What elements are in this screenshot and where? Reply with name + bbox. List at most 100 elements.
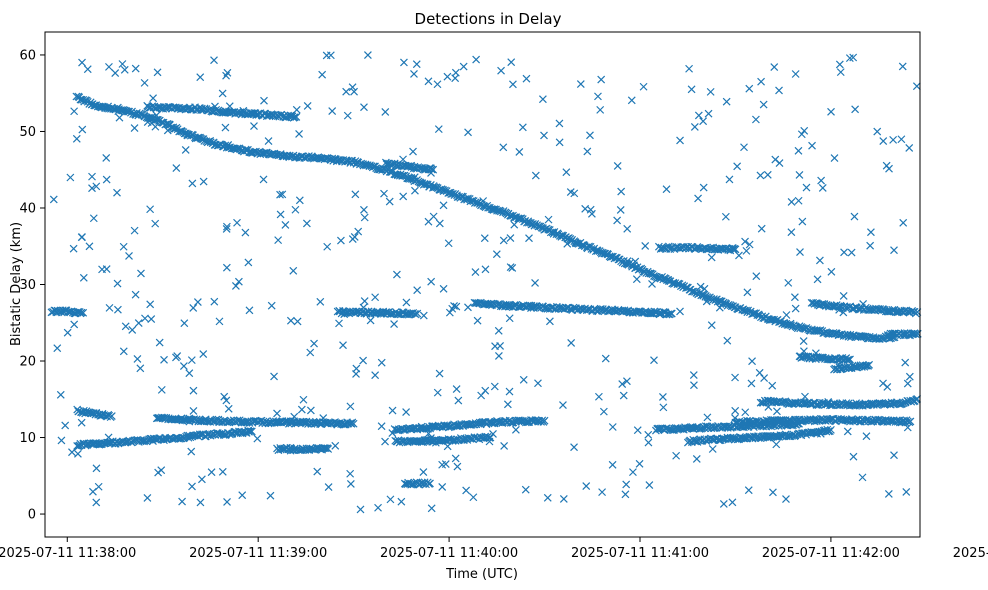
track-point bbox=[140, 436, 149, 445]
track-point bbox=[566, 235, 575, 243]
track-point bbox=[667, 309, 676, 318]
clutter-point bbox=[351, 190, 360, 199]
clutter-point bbox=[239, 106, 248, 115]
clutter-point bbox=[264, 137, 273, 146]
clutter-point bbox=[519, 375, 528, 384]
clutter-point bbox=[623, 224, 632, 233]
track-point bbox=[822, 427, 831, 436]
clutter-point bbox=[559, 495, 568, 503]
clutter-point bbox=[131, 290, 140, 299]
clutter-point bbox=[757, 224, 766, 233]
clutter-point bbox=[629, 468, 637, 477]
clutter-point bbox=[598, 488, 607, 497]
track-point bbox=[824, 427, 833, 436]
clutter-point bbox=[146, 300, 155, 309]
clutter-point bbox=[650, 356, 658, 365]
clutter-point bbox=[366, 316, 375, 325]
clutter-point bbox=[377, 422, 386, 431]
clutter-point bbox=[721, 212, 730, 221]
clutter-point bbox=[313, 467, 322, 476]
clutter-point bbox=[763, 170, 772, 179]
clutter-point bbox=[88, 184, 96, 193]
clutter-point bbox=[725, 175, 734, 184]
track-point bbox=[828, 302, 837, 311]
clutter-point bbox=[830, 154, 839, 162]
clutter-point bbox=[641, 241, 650, 250]
y-tick-label: 0 bbox=[28, 508, 36, 523]
clutter-point bbox=[343, 111, 352, 120]
clutter-point bbox=[250, 122, 258, 131]
clutter-point bbox=[903, 379, 912, 388]
clutter-point bbox=[336, 236, 345, 245]
x-tick-label: 2025-07-11 11:40:00 bbox=[380, 546, 518, 561]
clutter-point bbox=[348, 83, 357, 92]
clutter-point bbox=[850, 212, 859, 221]
clutter-point bbox=[662, 185, 671, 194]
clutter-point bbox=[224, 141, 233, 149]
clutter-point bbox=[472, 55, 481, 64]
clutter-point bbox=[469, 493, 478, 502]
clutter-point bbox=[424, 429, 433, 438]
track-point bbox=[94, 440, 103, 449]
clutter-point bbox=[385, 197, 394, 206]
clutter-point bbox=[694, 111, 703, 120]
chart-title: Detections in Delay bbox=[415, 10, 562, 28]
clutter-point bbox=[851, 105, 860, 114]
clutter-point bbox=[905, 144, 914, 152]
clutter-point bbox=[521, 485, 530, 494]
track-point bbox=[349, 419, 358, 428]
clutter-point bbox=[306, 348, 315, 357]
track-point bbox=[290, 113, 299, 122]
clutter-point bbox=[374, 503, 382, 512]
clutter-point bbox=[197, 475, 206, 484]
clutter-point bbox=[543, 493, 552, 502]
clutter-point bbox=[496, 342, 505, 350]
clutter-point bbox=[352, 370, 360, 378]
clutter-point bbox=[839, 308, 848, 317]
clutter-point bbox=[392, 270, 401, 279]
clutter-point bbox=[555, 119, 564, 128]
clutter-point bbox=[699, 183, 708, 192]
clutter-point bbox=[152, 111, 161, 120]
clutter-point bbox=[211, 102, 219, 111]
track-point bbox=[226, 430, 234, 439]
clutter-point bbox=[207, 468, 216, 477]
clutter-point bbox=[494, 326, 503, 335]
clutter-point bbox=[703, 413, 712, 422]
track-point bbox=[130, 436, 139, 445]
clutter-point bbox=[748, 357, 756, 366]
clutter-point bbox=[587, 209, 596, 218]
clutter-point bbox=[293, 317, 302, 326]
clutter-point bbox=[371, 293, 380, 302]
clutter-point bbox=[827, 107, 835, 116]
clutter-point bbox=[125, 252, 133, 260]
clutter-point bbox=[92, 464, 101, 473]
y-axis: 0 10 20 30 40 50 60 bbox=[19, 48, 45, 523]
clutter-point bbox=[899, 218, 908, 227]
clutter-point bbox=[782, 311, 791, 319]
clutter-point bbox=[360, 213, 369, 222]
clutter-point bbox=[866, 228, 875, 237]
clutter-point bbox=[632, 275, 641, 284]
track-point bbox=[569, 303, 578, 312]
clutter-point bbox=[245, 306, 254, 315]
clutter-point bbox=[772, 440, 781, 449]
clutter-point bbox=[594, 392, 603, 401]
y-tick-label: 20 bbox=[19, 355, 36, 370]
clutter-point bbox=[77, 418, 86, 427]
clutter-point bbox=[120, 65, 129, 74]
clutter-point bbox=[193, 298, 202, 306]
clutter-point bbox=[497, 66, 505, 75]
clutter-point bbox=[689, 371, 698, 379]
clutter-point bbox=[419, 311, 428, 320]
track-point bbox=[731, 435, 740, 443]
clutter-point bbox=[505, 314, 514, 323]
clutter-point bbox=[360, 103, 368, 112]
clutter-point bbox=[459, 62, 468, 71]
clutter-point bbox=[901, 358, 910, 367]
track-point bbox=[382, 308, 391, 317]
clutter-point bbox=[281, 220, 290, 229]
clutter-point bbox=[200, 416, 209, 425]
